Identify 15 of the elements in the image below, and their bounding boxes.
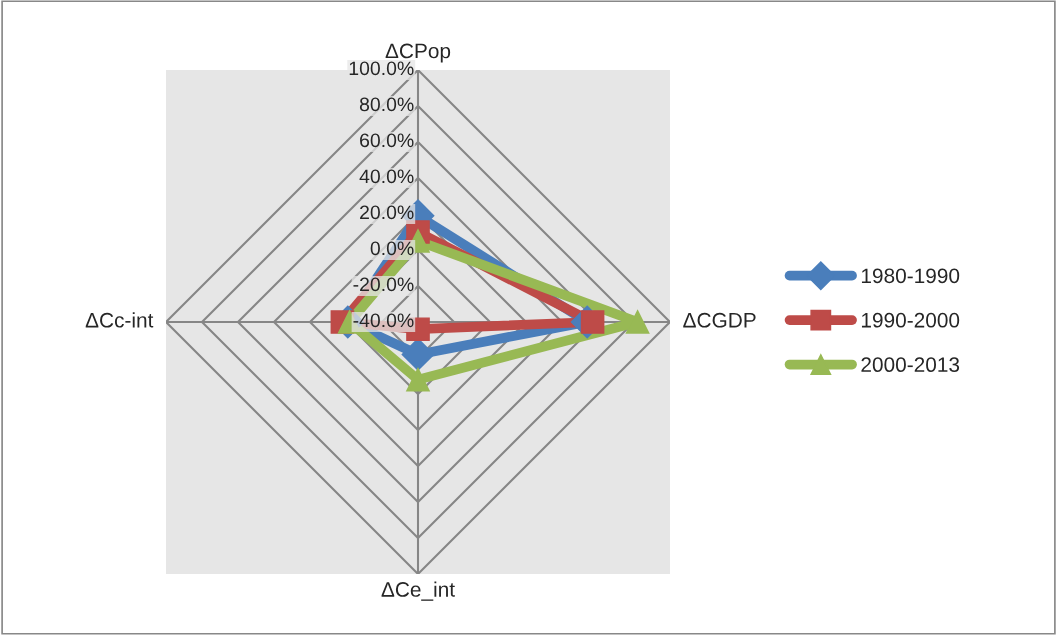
y-tick-label: -40.0% — [353, 313, 414, 328]
y-tick-label: 80.0% — [359, 97, 414, 112]
spoke-label: ΔCc-int — [85, 312, 154, 328]
legend-label: 1980-1990 — [861, 268, 960, 284]
y-tick-label: 20.0% — [360, 205, 414, 220]
legend-label: 1990-2000 — [861, 312, 960, 328]
y-tick-label: 60.0% — [360, 133, 414, 148]
spoke-label: ΔCe_int — [381, 581, 455, 601]
y-tick-label: 0.0% — [370, 241, 414, 256]
y-tick-label: 40.0% — [359, 169, 414, 184]
y-tick-label: 100.0% — [349, 61, 414, 76]
spoke-label: ΔCGDP — [683, 312, 756, 328]
y-tick-label: -20.0% — [353, 277, 414, 292]
legend-label: 2000-2013 — [861, 357, 960, 373]
spoke-label: ΔCPop — [385, 43, 451, 63]
